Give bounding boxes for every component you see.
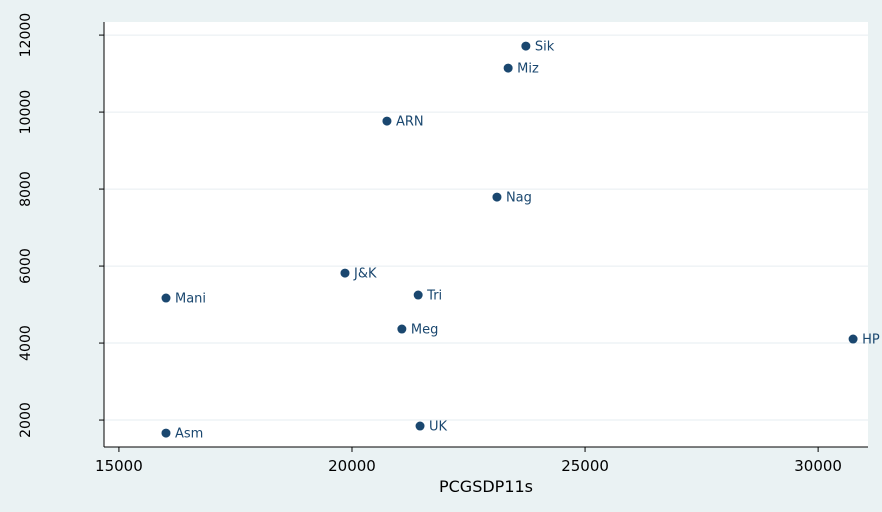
point-label: Mani — [175, 292, 206, 307]
x-axis-title: PCGSDP11s — [439, 477, 533, 496]
point-label: Meg — [411, 323, 438, 338]
y-tick-label: 6000 — [18, 248, 34, 284]
point — [161, 293, 171, 303]
y-tick-label: 2000 — [18, 402, 34, 438]
point — [413, 290, 423, 300]
point — [161, 428, 171, 438]
point-label: Tri — [426, 289, 442, 304]
point — [382, 116, 392, 126]
point-label: Sik — [535, 40, 555, 55]
plot-area — [104, 22, 868, 447]
point — [503, 63, 513, 73]
point-label: Asm — [175, 427, 203, 442]
point — [397, 324, 407, 334]
x-tick-label: 25000 — [561, 457, 609, 475]
point-label: ARN — [396, 115, 424, 130]
point — [415, 421, 425, 431]
x-tick-label: 20000 — [328, 457, 376, 475]
y-tick-label: 10000 — [18, 90, 34, 135]
point — [521, 41, 531, 51]
point-label: HP — [862, 333, 880, 348]
point-label: Miz — [517, 62, 539, 77]
y-tick-label: 4000 — [18, 325, 34, 361]
y-tick-label: 12000 — [18, 13, 34, 58]
point-label: J&K — [353, 267, 377, 282]
point — [492, 192, 502, 202]
point-label: UK — [429, 420, 448, 435]
y-tick-label: 8000 — [18, 171, 34, 207]
x-tick-label: 30000 — [794, 457, 842, 475]
point — [340, 268, 350, 278]
point-label: Nag — [506, 191, 532, 206]
point — [848, 334, 858, 344]
x-tick-label: 15000 — [95, 457, 143, 475]
